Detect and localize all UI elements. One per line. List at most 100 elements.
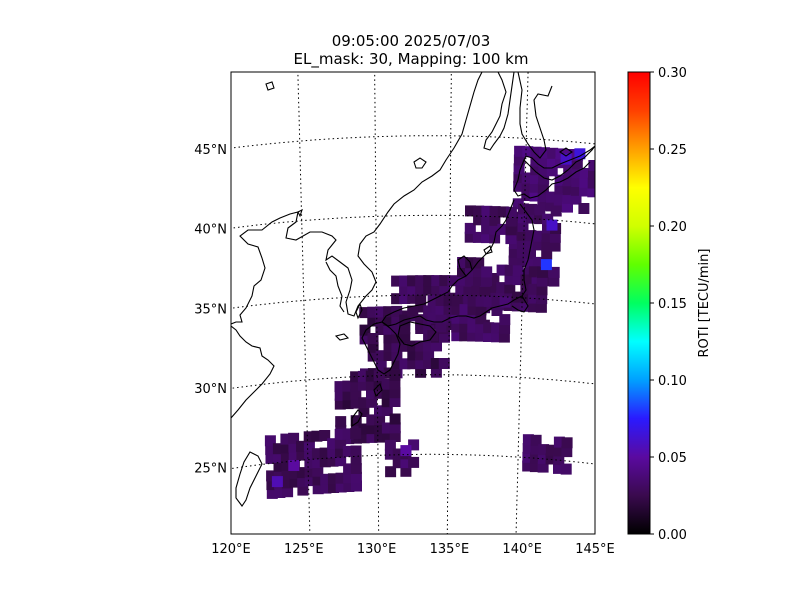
roti-cell [288, 432, 300, 444]
roti-cell [342, 389, 354, 401]
roti-cell [399, 332, 411, 343]
coastline-sado [483, 245, 493, 255]
colorbar-tick-label: 0.05 [658, 451, 687, 466]
lat-tick-label: 35°N [194, 302, 227, 317]
roti-cell [358, 423, 370, 435]
roti-cell [320, 473, 332, 485]
roti-cell [549, 240, 561, 252]
roti-cell [491, 305, 503, 316]
roti-cell [366, 414, 378, 426]
roti-cell [335, 446, 346, 458]
roti-cell [553, 436, 565, 448]
roti-cell [423, 322, 435, 334]
roti-cell [391, 323, 403, 335]
roti-cell [373, 370, 385, 382]
roti-cell [473, 205, 485, 217]
roti-cell [358, 397, 370, 409]
colorbar-tick-label: 0.25 [658, 143, 687, 158]
roti-cell [464, 231, 476, 243]
roti-cell [541, 248, 553, 260]
roti-cell [530, 452, 542, 464]
roti-cell [381, 387, 393, 399]
roti-cell [467, 330, 479, 342]
roti-cell [342, 445, 354, 457]
roti-cell [483, 331, 494, 342]
roti-cell [563, 166, 575, 178]
roti-cell [473, 214, 485, 226]
roti-cell [335, 481, 347, 493]
roti-cell [350, 427, 362, 439]
title-time: 09:05:00 2025/07/03 [332, 32, 491, 50]
roti-cell [374, 431, 386, 443]
roti-cell [535, 301, 547, 313]
roti-cell [455, 284, 467, 296]
roti-cell [597, 161, 608, 172]
roti-cell [472, 231, 484, 243]
roti-cell [553, 445, 565, 457]
roti-cell [554, 192, 566, 204]
lon-tick-label: 135°E [430, 542, 470, 557]
roti-cell [545, 444, 557, 456]
roti-cell [594, 204, 595, 216]
roti-cell [451, 295, 463, 307]
roti-cell [481, 214, 493, 226]
roti-cell [266, 487, 278, 499]
roti-cell [438, 358, 450, 369]
latitude-tick-labels: 25°N 30°N 35°N 40°N 45°N [194, 143, 227, 477]
roti-cell [264, 435, 276, 447]
roti-cell [514, 145, 526, 157]
map-area [231, 72, 608, 534]
roti-cell [488, 281, 500, 293]
roti-cell [407, 358, 419, 370]
roti-cell [479, 284, 491, 296]
roti-cell [529, 181, 541, 193]
roti-cell [537, 266, 548, 278]
coastline-amami [373, 382, 383, 398]
roti-cell [464, 222, 476, 234]
roti-cell [366, 423, 378, 435]
roti-cell [385, 466, 397, 478]
roti-cell [451, 303, 463, 315]
roti-cell [407, 275, 419, 287]
coastlines [231, 72, 595, 507]
roti-cell [529, 190, 541, 202]
roti-cell [351, 480, 362, 492]
roti-cell [522, 146, 534, 158]
roti-cell [489, 214, 501, 226]
colorbar-tick-label: 0.20 [658, 220, 687, 235]
roti-cell [519, 300, 531, 312]
roti-cell [311, 430, 323, 442]
roti-cell [383, 332, 395, 344]
roti-cell [579, 185, 591, 197]
roti-cell [481, 266, 493, 278]
roti-cell [359, 307, 371, 319]
roti-cell [415, 349, 427, 361]
roti-cell [522, 443, 534, 454]
roti-cell [327, 447, 339, 458]
roti-cell [281, 459, 293, 471]
roti-cell [350, 445, 362, 457]
roti-cell [383, 367, 395, 379]
roti-cell [415, 323, 427, 334]
roti-cell [392, 457, 404, 469]
roti-cell [423, 283, 435, 295]
roti-cell [358, 406, 370, 417]
roti-cell [536, 284, 548, 296]
roti-cell [273, 460, 285, 472]
roti-cell [571, 167, 583, 179]
roti-cell [359, 333, 371, 345]
roti-cell [400, 457, 412, 469]
roti-cell [545, 191, 557, 203]
roti-cell [365, 379, 377, 391]
lat-tick-label: 25°N [194, 462, 227, 477]
colorbar-tick-label: 0.30 [658, 66, 687, 81]
roti-cell [303, 431, 315, 443]
roti-cell [451, 312, 463, 324]
colorbar-tick-label: 0.15 [658, 297, 687, 312]
roti-cell [549, 231, 561, 243]
roti-cell [570, 193, 582, 205]
roti-cell [389, 396, 401, 407]
roti-cell [366, 431, 378, 443]
roti-cell [381, 405, 393, 416]
roti-cell [375, 306, 387, 318]
